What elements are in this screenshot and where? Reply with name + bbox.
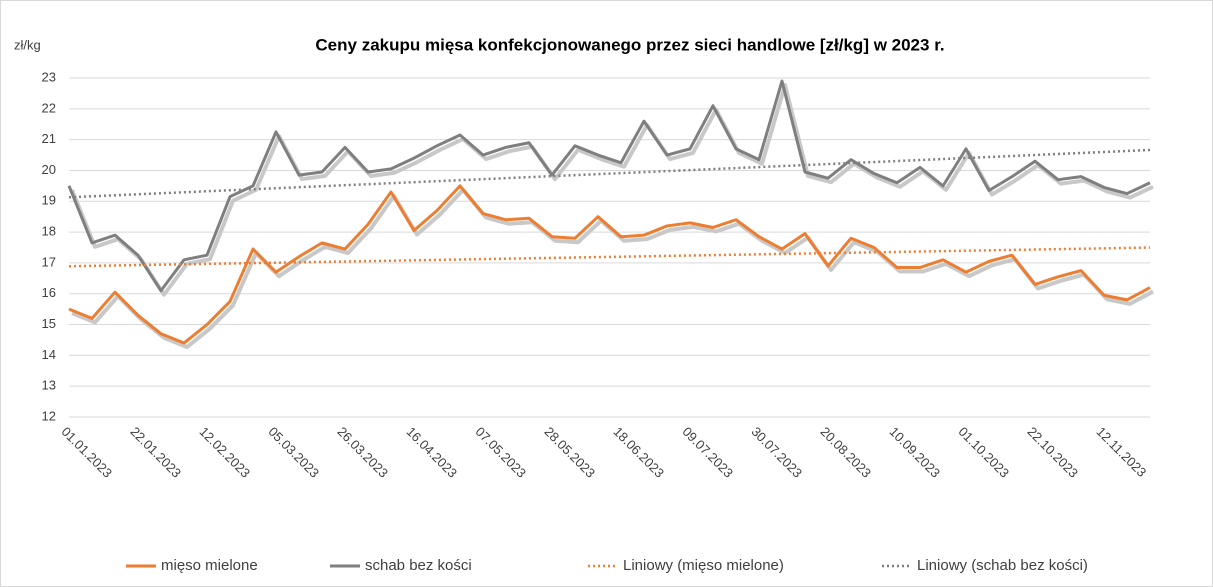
series-line [68, 184, 1151, 345]
legend-label: schab bez kości [365, 557, 472, 574]
series-line [67, 79, 1151, 293]
y-tick-label: 22 [42, 100, 56, 115]
y-tick-label: 19 [42, 193, 56, 208]
chart-title: Ceny zakupu mięsa konfekcjonowanego prze… [315, 35, 944, 54]
y-tick-label: 18 [42, 224, 56, 239]
y-axis-label: zł/kg [14, 37, 41, 52]
y-tick-label: 16 [42, 285, 56, 300]
y-tick-label: 13 [42, 378, 56, 393]
y-tick-label: 21 [42, 131, 56, 146]
y-tick-label: 20 [42, 162, 56, 177]
y-tick-label: 14 [42, 347, 56, 362]
legend-label: Liniowy (mięso mielone) [623, 557, 784, 574]
y-tick-label: 15 [42, 316, 56, 331]
y-tick-label: 12 [42, 408, 56, 423]
y-tick-label: 17 [42, 254, 56, 269]
trend-line [68, 148, 1151, 199]
legend-label: mięso mielone [161, 557, 258, 574]
y-tick-label: 23 [42, 69, 56, 84]
legend-label: Liniowy (schab bez kości) [917, 557, 1088, 574]
trend-line [68, 246, 1151, 268]
